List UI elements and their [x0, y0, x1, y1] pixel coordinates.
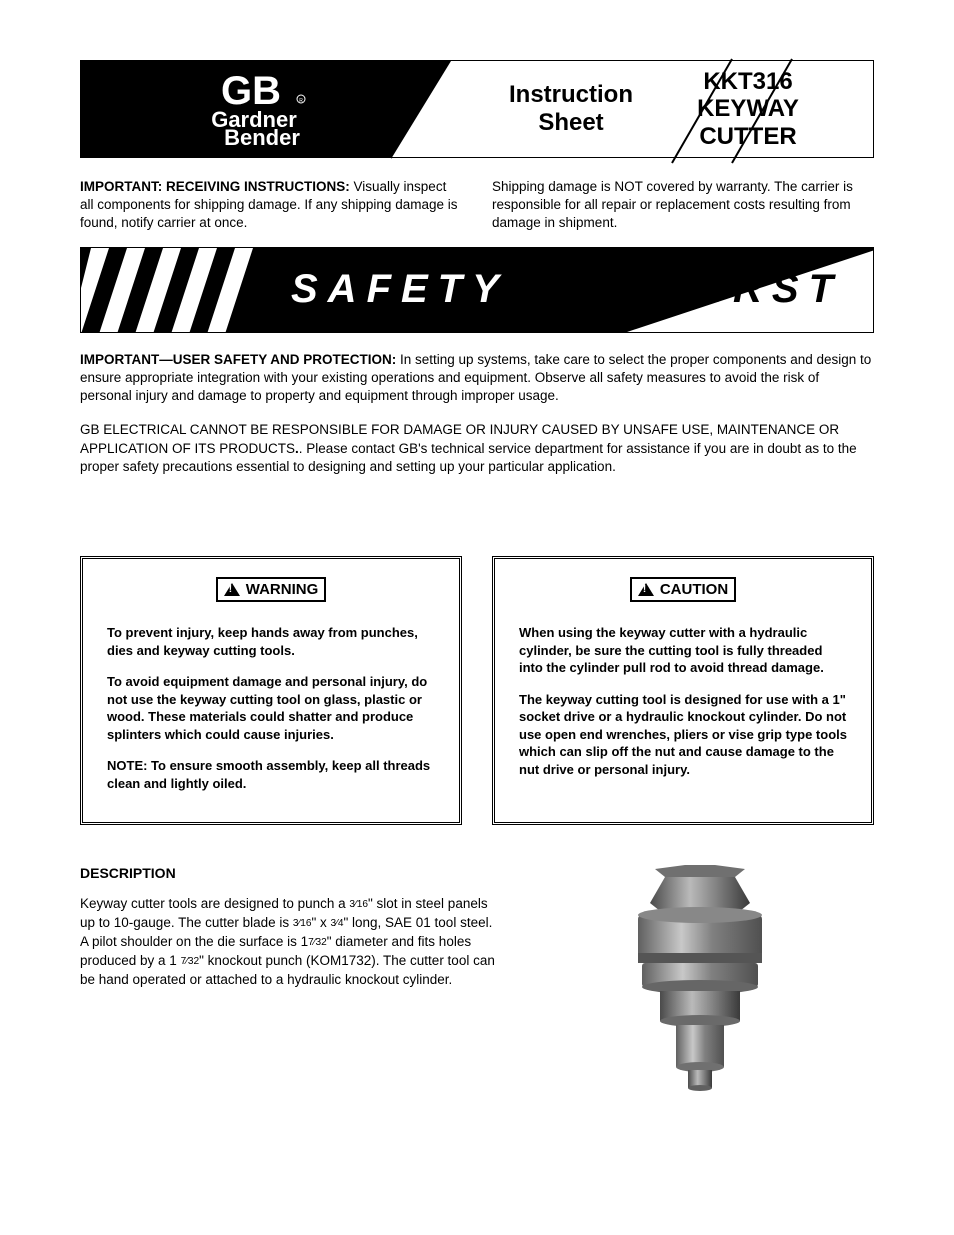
warning-p2: To avoid equipment damage and personal i… — [107, 673, 435, 743]
safety-para-1: IMPORTANT—USER SAFETY AND PROTECTION: In… — [80, 351, 874, 406]
description-text-col: DESCRIPTION Keyway cutter tools are desi… — [80, 865, 497, 1095]
description-heading: DESCRIPTION — [80, 865, 497, 881]
safety-text-right: FIRST — [677, 248, 843, 332]
warning-p1: To prevent injury, keep hands away from … — [107, 624, 435, 659]
warning-box: WARNING To prevent injury, keep hands aw… — [80, 556, 462, 825]
caution-label: CAUTION — [630, 577, 736, 602]
warning-label: WARNING — [216, 577, 327, 602]
description-row: DESCRIPTION Keyway cutter tools are desi… — [80, 865, 874, 1095]
header-right-title: KKT316 KEYWAY CUTTER — [648, 61, 848, 157]
receiving-left: IMPORTANT: RECEIVING INSTRUCTIONS: Visua… — [80, 178, 462, 233]
description-body: Keyway cutter tools are designed to punc… — [80, 895, 497, 989]
warning-caution-row: WARNING To prevent injury, keep hands aw… — [80, 556, 874, 825]
caution-p2: The keyway cutting tool is designed for … — [519, 691, 847, 779]
caution-p1: When using the keyway cutter with a hydr… — [519, 624, 847, 677]
description-image-col — [527, 865, 874, 1095]
warning-triangle-icon — [224, 583, 240, 596]
safety-para-2: GB ELECTRICAL CANNOT BE RESPONSIBLE FOR … — [80, 421, 874, 476]
safety-text-left: SAFETY — [291, 248, 509, 332]
warning-p3: NOTE: To ensure smooth assembly, keep al… — [107, 757, 435, 792]
svg-text:Bender: Bender — [224, 125, 300, 149]
caution-box: CAUTION When using the keyway cutter wit… — [492, 556, 874, 825]
gardner-bender-logo: GB R Gardner Bender — [136, 69, 336, 149]
header-logo-block: GB R Gardner Bender — [81, 61, 391, 157]
safety-first-banner: SAFETY FIRST — [80, 247, 874, 333]
header-banner: GB R Gardner Bender Instruction Sheet KK… — [80, 60, 874, 158]
receiving-instructions: IMPORTANT: RECEIVING INSTRUCTIONS: Visua… — [80, 178, 874, 233]
product-illustration — [600, 865, 800, 1095]
svg-text:R: R — [299, 98, 303, 104]
receiving-right: Shipping damage is NOT covered by warran… — [492, 178, 874, 233]
caution-triangle-icon — [638, 583, 654, 596]
